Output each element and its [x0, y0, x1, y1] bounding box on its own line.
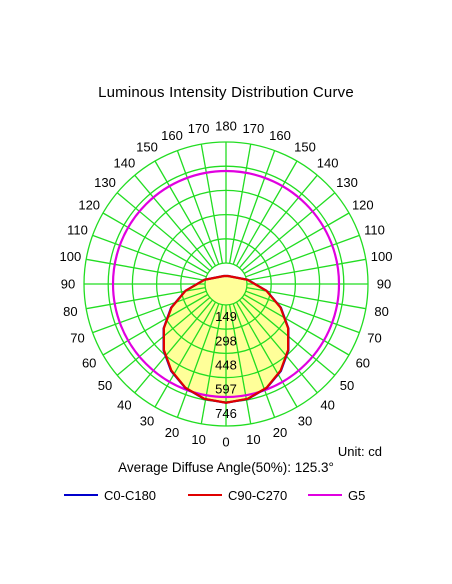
angle-label-left-60: 60	[82, 356, 96, 371]
angle-label-right-140: 140	[317, 156, 339, 171]
angle-label-right-130: 130	[336, 175, 358, 190]
legend-item-c90-c270: C90-C270	[188, 486, 287, 504]
g5-ring-layer	[111, 169, 341, 399]
radial-tick-597: 597	[215, 382, 237, 397]
radial-tick-448: 448	[215, 358, 237, 373]
angle-label-left-90: 90	[61, 277, 75, 292]
radial-tick-labels: 149 298 448 597 746	[215, 309, 237, 421]
grid-spoke-250	[92, 234, 207, 278]
unit-label: Unit: cd	[337, 444, 382, 459]
angle-label-left-10: 10	[191, 432, 205, 447]
radial-tick-149: 149	[215, 309, 237, 324]
angle-label-right-60: 60	[356, 356, 370, 371]
angle-label-left-80: 80	[63, 304, 77, 319]
average-diffuse-angle: Average Diffuse Angle(50%): 125.3°	[118, 460, 334, 475]
grid-spoke-160	[232, 150, 276, 265]
grid-spoke-190	[200, 144, 224, 264]
grid-spoke-350	[200, 304, 224, 424]
angle-label-left-170: 170	[188, 121, 210, 136]
grid-spoke-300	[102, 293, 209, 356]
legend-swatch-blue	[64, 494, 98, 496]
grid-spoke-10	[228, 304, 252, 424]
angle-label-left-150: 150	[136, 140, 158, 155]
legend-label-c90-c270: C90-C270	[228, 487, 288, 503]
grid-spoke-210	[154, 160, 217, 267]
grid-spoke-340	[176, 303, 220, 418]
grid-spoke-330	[154, 301, 217, 408]
angle-label-right-150: 150	[294, 140, 316, 155]
grid-spoke-70	[245, 290, 360, 334]
grid-spoke-240	[102, 212, 209, 275]
grid-spoke-220	[134, 174, 213, 269]
grid-spoke-230	[116, 192, 211, 271]
angle-label-left-110: 110	[67, 223, 88, 238]
grid-spoke-60	[243, 293, 350, 356]
angle-label-right-160: 160	[269, 128, 291, 143]
angle-label-right-120: 120	[352, 198, 374, 213]
polar-grid	[83, 141, 369, 427]
angle-label-right-20: 20	[273, 425, 287, 440]
grid-spoke-320	[134, 299, 213, 394]
angle-label-left-130: 130	[94, 175, 116, 190]
angle-label-right-110: 110	[364, 223, 385, 238]
legend-label-g5: G5	[348, 487, 366, 503]
legend-item-c0-c180: C0-C180	[64, 486, 156, 504]
angle-label-right-30: 30	[298, 413, 312, 428]
angle-label-right-100: 100	[371, 249, 393, 264]
angle-label-right-10: 10	[246, 432, 260, 447]
grid-spoke-120	[243, 212, 350, 275]
grid-spoke-20	[232, 303, 276, 418]
angle-label-left-0: 0	[222, 435, 229, 450]
angle-label-left-50: 50	[98, 378, 112, 393]
angle-label-left-120: 120	[78, 198, 100, 213]
g5-curve	[111, 169, 341, 399]
angle-label-right-70: 70	[367, 331, 381, 346]
angle-label-left-180: 180	[215, 119, 237, 134]
grid-spoke-100	[246, 258, 366, 282]
angle-label-left-140: 140	[114, 156, 136, 171]
grid-spoke-290	[92, 290, 207, 334]
angle-label-right-170: 170	[243, 121, 265, 136]
grid-spoke-30	[235, 301, 298, 408]
chart-title: Luminous Intensity Distribution Curve	[98, 84, 354, 101]
radial-tick-746: 746	[215, 406, 237, 421]
angle-label-right-80: 80	[374, 304, 388, 319]
angle-label-left-40: 40	[117, 398, 131, 413]
angle-label-left-30: 30	[140, 413, 154, 428]
legend-swatch-red	[188, 494, 222, 496]
angle-label-left-70: 70	[70, 331, 84, 346]
legend-label-c0-c180: C0-C180	[104, 487, 157, 503]
angle-label-left-100: 100	[60, 249, 82, 264]
angle-label-right-90: 90	[377, 277, 391, 292]
radial-tick-298: 298	[215, 333, 237, 348]
grid-spoke-260	[86, 258, 206, 282]
grid-spoke-40	[239, 299, 318, 394]
legend: C0-C180 C90-C270 G5	[64, 486, 404, 504]
angle-label-left-20: 20	[165, 425, 179, 440]
curve-c90-c270	[162, 274, 290, 404]
legend-swatch-magenta	[308, 494, 342, 496]
grid-spoke-170	[228, 144, 252, 264]
angle-labels: 0102030405060708090100110120130140150160…	[60, 119, 393, 450]
legend-item-g5: G5	[308, 486, 365, 504]
grid-spoke-110	[245, 234, 360, 278]
angle-label-right-50: 50	[340, 378, 354, 393]
grid-spoke-200	[176, 150, 220, 265]
grid-spoke-140	[239, 174, 318, 269]
angle-label-left-160: 160	[161, 128, 183, 143]
angle-label-right-40: 40	[320, 398, 334, 413]
grid-spoke-130	[241, 192, 336, 271]
curves-layer	[162, 274, 290, 404]
grid-spoke-150	[235, 160, 298, 267]
